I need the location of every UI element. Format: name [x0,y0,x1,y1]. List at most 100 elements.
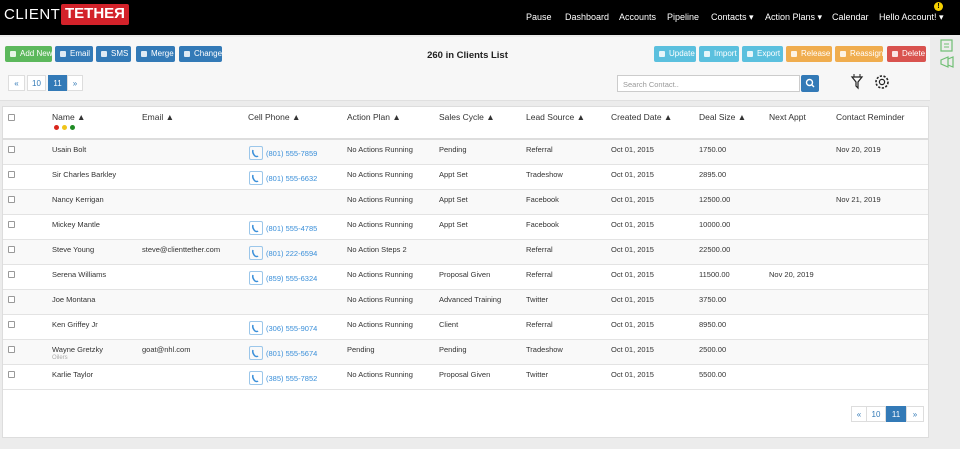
phone-icon[interactable] [249,171,263,185]
toolbar-button[interactable]: SMS [96,46,131,62]
phone-link[interactable]: (801) 555-4785 [266,224,318,233]
cell-email: goat@nhl.com [142,345,191,354]
cell-created: Oct 01, 2015 [611,295,654,304]
toolbar-button[interactable]: Email [55,46,93,62]
contact-name[interactable]: Joe Montana [52,295,96,304]
page-link[interactable]: 10 [27,75,46,91]
contact-name[interactable]: Ken Griffey Jr [52,320,98,329]
header-checkbox[interactable] [8,114,15,121]
nav-link[interactable]: Action Plans ▾ [765,12,823,22]
cell-action-plan: No Actions Running [347,195,413,204]
cell-created: Oct 01, 2015 [611,220,654,229]
cell-sales-cycle: Appt Set [439,170,468,179]
cell-action-plan: Pending [347,345,375,354]
row-checkbox[interactable] [8,246,15,253]
filter-icon[interactable] [849,73,865,91]
phone-icon[interactable] [249,246,263,260]
search-button[interactable] [801,75,819,92]
cell-created: Oct 01, 2015 [611,320,654,329]
page-link[interactable]: 10 [866,406,886,422]
phone-link[interactable]: (859) 555-6324 [266,274,318,283]
toolbar-button[interactable]: Delete [887,46,926,62]
column-header[interactable]: Next Appt [769,112,806,122]
column-header[interactable]: Lead Source ▲ [526,112,585,122]
row-checkbox[interactable] [8,271,15,278]
cell-deal-size: 10000.00 [699,220,731,229]
column-header[interactable]: Cell Phone ▲ [248,112,301,122]
toolbar-button[interactable]: Change [179,46,222,62]
phone-glyph [252,174,259,183]
nav-link[interactable]: Pipeline [667,12,700,22]
table-row [3,240,928,265]
contact-name[interactable]: Usain Bolt [52,145,87,154]
contact-name[interactable]: Serena Williams [52,270,107,279]
row-checkbox[interactable] [8,171,15,178]
row-checkbox[interactable] [8,321,15,328]
toolbar-button[interactable]: Import [699,46,739,62]
phone-icon[interactable] [249,371,263,385]
row-checkbox[interactable] [8,221,15,228]
page-link[interactable]: 11 [886,406,906,422]
phone-link[interactable]: (385) 555-7852 [266,374,318,383]
toolbar-button[interactable]: Add New [5,46,52,62]
nav-link[interactable]: Contacts ▾ [711,12,754,22]
row-checkbox[interactable] [8,146,15,153]
column-header[interactable]: Name ▲ [52,112,86,122]
nav-link[interactable]: Dashboard [565,12,610,22]
contact-name[interactable]: Sir Charles Barkley [52,170,117,179]
column-header[interactable]: Deal Size ▲ [699,112,747,122]
status-dot [70,125,75,130]
page-link[interactable]: « [8,75,25,91]
phone-link[interactable]: (801) 555-5674 [266,349,318,358]
nav-link[interactable]: Pause [526,12,552,22]
page-link[interactable]: « [851,406,867,422]
nav-link[interactable]: Hello Account! ▾ [879,12,944,22]
logo-tether: TETHEЯ [61,4,129,25]
search-input[interactable] [617,75,800,92]
settings-icon[interactable] [873,73,891,91]
phone-link[interactable]: (801) 222-6594 [266,249,318,258]
column-header[interactable]: Email ▲ [142,112,175,122]
toolbar-button[interactable]: Release [786,46,832,62]
phone-link[interactable]: (801) 555-6632 [266,174,318,183]
column-header[interactable]: Created Date ▲ [611,112,673,122]
contact-name[interactable]: Nancy Kerrigan [52,195,104,204]
contact-name[interactable]: Steve Young [52,245,95,254]
row-checkbox[interactable] [8,371,15,378]
table-row [3,290,928,315]
page-link[interactable]: 11 [48,75,67,91]
page-link[interactable]: » [906,406,924,422]
cell-deal-size: 12500.00 [699,195,731,204]
contact-name[interactable]: Mickey Mantle [52,220,100,229]
nav-link[interactable]: Accounts [619,12,657,22]
cell-reminder: Nov 21, 2019 [836,195,881,204]
row-checkbox[interactable] [8,346,15,353]
toolbar-button[interactable]: Reassign [835,46,883,62]
phone-icon[interactable] [249,346,263,360]
phone-icon[interactable] [249,146,263,160]
column-header[interactable]: Sales Cycle ▲ [439,112,495,122]
contact-name[interactable]: Karlie Taylor [52,370,94,379]
table-row [3,265,928,290]
phone-link[interactable]: (306) 555-9074 [266,324,318,333]
row-checkbox[interactable] [8,196,15,203]
toolbar-button[interactable]: Update [654,46,696,62]
column-header[interactable]: Action Plan ▲ [347,112,401,122]
phone-icon[interactable] [249,221,263,235]
phone-icon[interactable] [249,321,263,335]
column-header[interactable]: Contact Reminder [836,112,905,122]
contact-name[interactable]: Wayne Gretzky [52,345,103,354]
nav-link[interactable]: Calendar [832,12,869,22]
cell-deal-size: 5500.00 [699,370,727,379]
cell-action-plan: No Actions Running [347,220,413,229]
row-checkbox[interactable] [8,296,15,303]
cell-lead-source: Twitter [526,370,549,379]
phone-icon[interactable] [249,271,263,285]
toolbar-button[interactable]: Merge [136,46,175,62]
phone-glyph [252,349,259,358]
toolbar-button[interactable]: Export [742,46,783,62]
sidebar-icons[interactable] [938,38,958,70]
table-row [3,340,928,365]
phone-link[interactable]: (801) 555-7859 [266,149,318,158]
page-link[interactable]: » [67,75,83,91]
